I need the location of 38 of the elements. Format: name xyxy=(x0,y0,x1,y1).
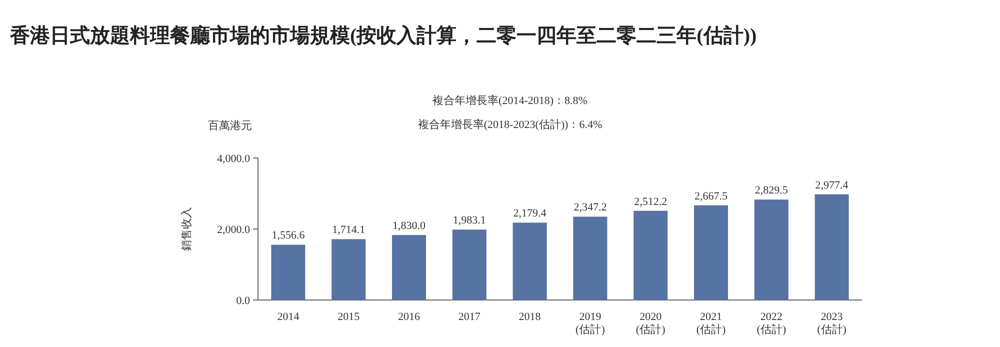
data-label: 2,829.5 xyxy=(754,184,788,197)
x-tick-label: 2016 xyxy=(398,311,420,323)
x-tick-label: 2021 (估計) xyxy=(696,311,726,336)
x-tick-label: 2023 (估計) xyxy=(817,311,847,336)
bar xyxy=(392,235,426,300)
text: 複合年增長率(2018-2023(估計))：6.4% xyxy=(418,118,602,131)
x-tick-label: 2019 (估計) xyxy=(576,311,606,336)
x-tick-label: 2015 xyxy=(338,311,360,323)
x-tick-label: 2017 xyxy=(458,311,481,323)
bar xyxy=(573,216,608,300)
data-label: 1,714.1 xyxy=(332,224,366,236)
data-label: 1,830.0 xyxy=(392,220,426,232)
y-tick-label: 0.0 xyxy=(236,295,250,307)
data-label: 2,977.4 xyxy=(815,179,849,192)
data-label: 2,347.2 xyxy=(574,202,607,214)
data-label: 2,512.2 xyxy=(634,196,668,208)
data-label: 2,179.4 xyxy=(513,208,547,220)
x-tick-label: 2014 xyxy=(277,311,300,323)
bar xyxy=(694,205,728,300)
x-tick-label: 2020 (估計) xyxy=(636,311,666,336)
bar xyxy=(332,239,366,300)
data-label: 2,667.5 xyxy=(694,190,728,202)
text: 複合年增長率(2014-2018)：8.8% xyxy=(432,94,588,107)
x-tick-label: 2018 xyxy=(518,311,542,323)
y-tick-label: 4,000.0 xyxy=(217,153,250,165)
data-label: 1,983.1 xyxy=(452,214,486,227)
chart-title: 香港日式放題料理餐廳市場的市場規模(按收入計算，二零一四年至二零二三年(估計)) xyxy=(9,24,757,47)
data-label: 1,556.6 xyxy=(272,230,306,242)
bar xyxy=(512,222,547,300)
x-tick-label: 2022 (估計) xyxy=(756,311,786,336)
bar xyxy=(452,230,486,300)
y-axis-title: 銷售收入 xyxy=(180,207,193,251)
bar xyxy=(634,210,668,300)
bar xyxy=(754,200,788,300)
text: 百萬港元 xyxy=(208,119,252,132)
y-tick-label: 2,000.0 xyxy=(217,224,250,236)
bar xyxy=(814,194,849,300)
bar xyxy=(271,244,306,300)
